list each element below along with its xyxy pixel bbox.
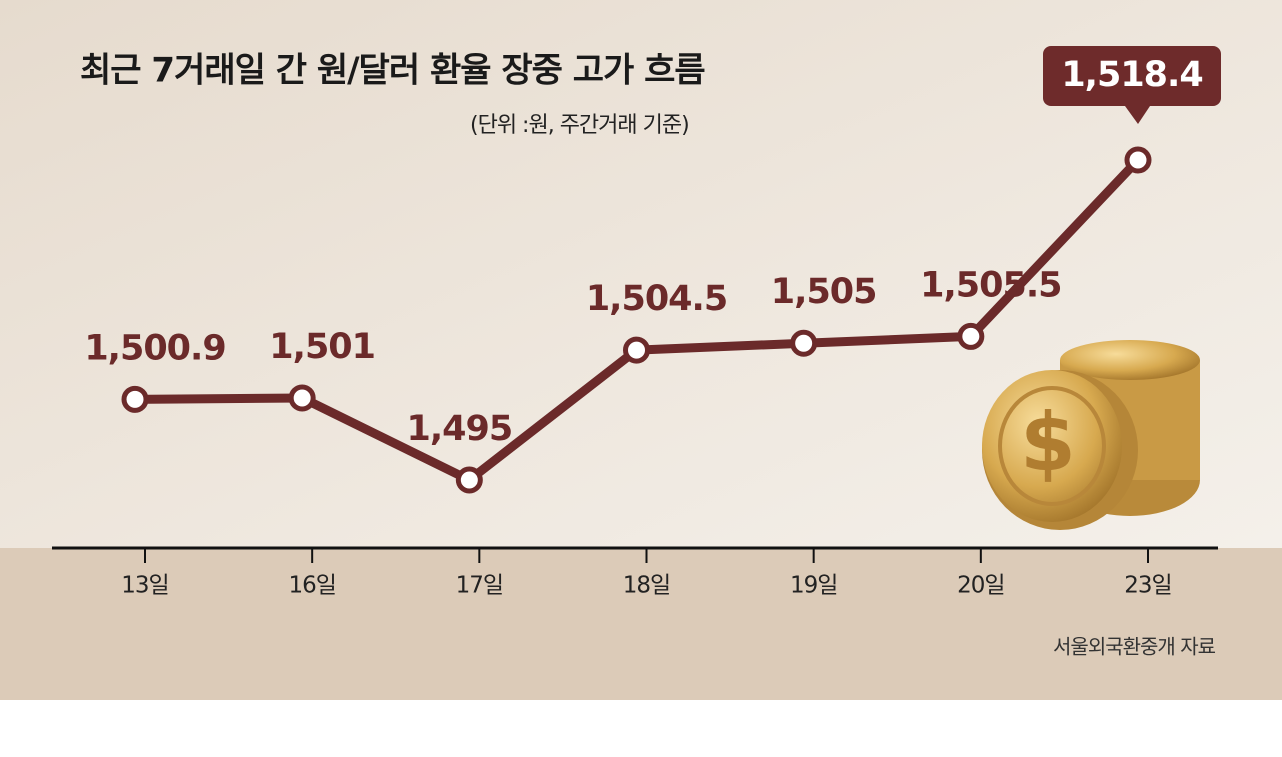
source: 서울외국환중개 자료 [1053,635,1216,659]
point [623,336,650,364]
value-label: 1,500.9 [84,328,225,368]
svg-text:$: $ [1020,396,1076,489]
x-tick-label: 18일 [623,573,670,599]
coins: $ [982,340,1200,530]
x-tick-label: 20일 [957,573,1004,599]
point [1124,146,1152,174]
x-tick-label: 19일 [790,573,837,599]
chart-title: 최근 7거래일 간 원/달러 환율 장중 고가 흐름 [80,51,705,91]
x-tick-label: 16일 [288,573,335,599]
value-label: 1,501 [269,327,375,367]
x-tick-label: 17일 [456,573,503,599]
value-label: 1,505 [771,272,877,312]
value-label: 1,505.5 [920,265,1061,305]
point [121,385,149,413]
value-label: 1,504.5 [586,279,727,319]
x-tick-label: 13일 [121,573,168,599]
value-label: 1,518.4 [1061,55,1202,95]
axis-band [0,548,1282,700]
point [288,384,316,412]
highlight-box [1043,46,1221,124]
x-tick-label: 23일 [1124,573,1171,599]
chart-subtitle: (단위 :원, 주간거래 기준) [470,113,689,138]
point [957,322,985,350]
point [790,329,818,357]
point [455,466,483,494]
value-label: 1,495 [406,409,512,449]
